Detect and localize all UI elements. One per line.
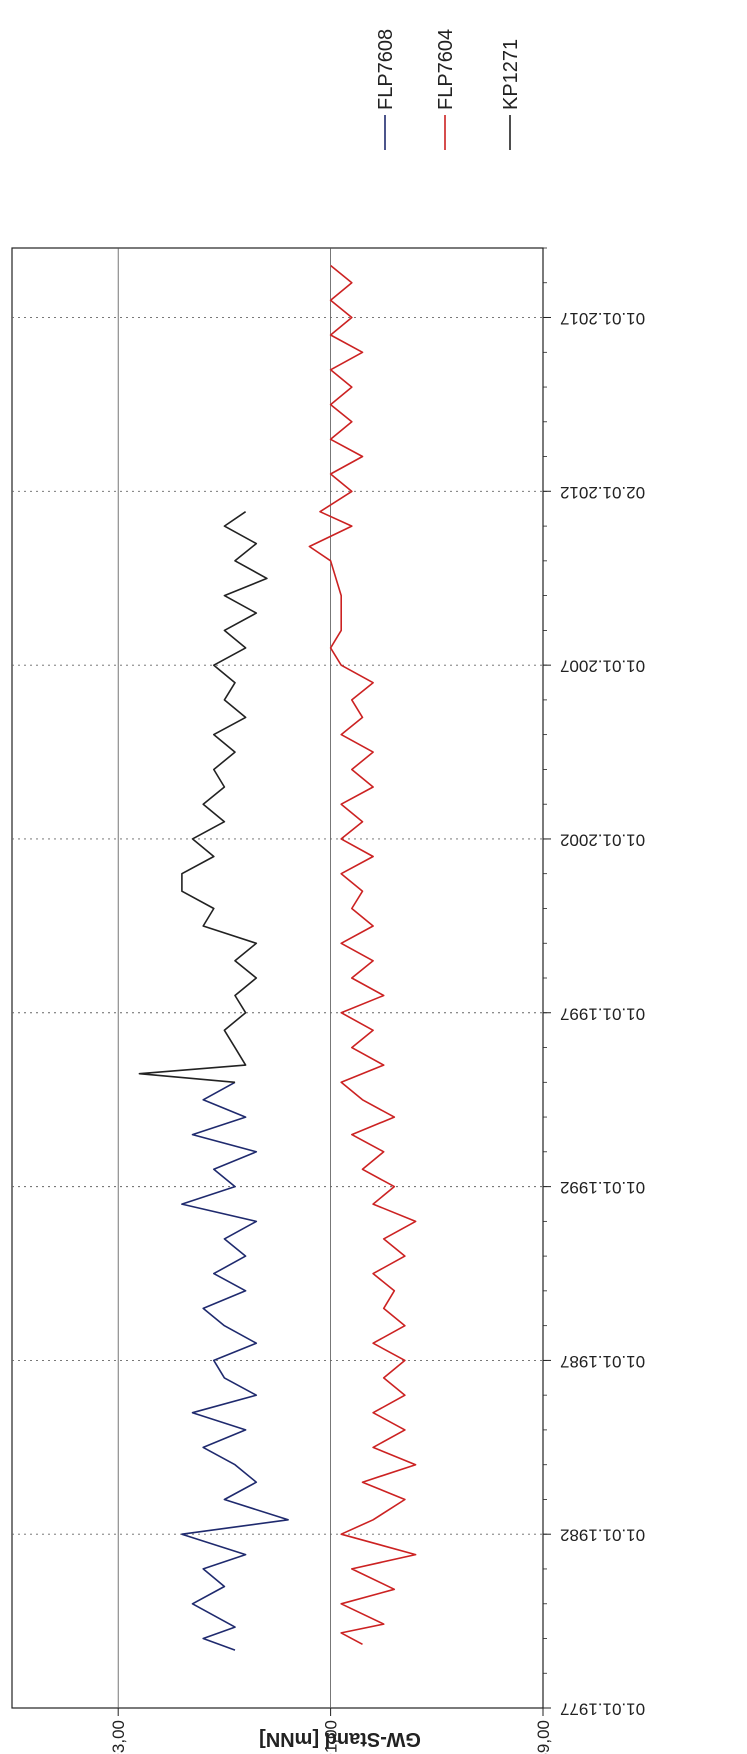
series-line-flp7604 [308,264,417,1646]
legend-label-flp7604: FLP7604 [435,29,457,110]
time-tick-label: 01.01.2007 [560,657,645,676]
time-tick-label: 01.01.1977 [560,1700,645,1719]
time-tick-label: 01.01.2017 [560,309,645,328]
legend-label-flp7608: FLP7608 [375,29,397,110]
time-tick-label: 01.01.1982 [560,1526,645,1545]
legend-label-kp1271: KP1271 [500,39,522,110]
axis-label-value: GW-Stand [mNN] [259,1728,421,1750]
value-tick-label: 491,00 [322,1720,341,1754]
plot-area [11,247,544,1709]
time-tick-label: 01.01.1997 [560,1004,645,1023]
time-tick-label: 01.01.1992 [560,1178,645,1197]
value-tick-label: 489,00 [534,1720,553,1754]
value-tick-label: 493,00 [109,1720,128,1754]
series-line-flp7608 [181,1081,289,1651]
time-tick-label: 02.01.2012 [560,483,645,502]
time-tick-label: 01.01.1987 [560,1352,645,1371]
time-tick-label: 01.01.2002 [560,830,645,849]
series-line-kp1271 [138,511,268,1084]
